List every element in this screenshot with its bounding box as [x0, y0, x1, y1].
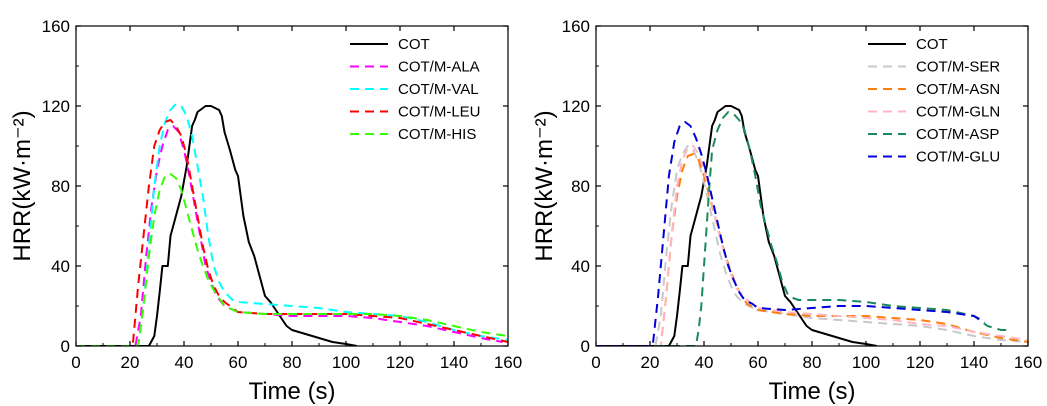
- x-axis-title: Time (s): [768, 378, 855, 405]
- x-tick-label: 40: [695, 353, 714, 372]
- legend-label: COT/M-VAL: [398, 81, 479, 98]
- series-line-cot-m-asp: [596, 111, 1010, 346]
- series-line-cot-m-glu: [596, 121, 986, 346]
- y-tick-label: 40: [51, 257, 70, 276]
- x-tick-label: 40: [175, 353, 194, 372]
- series-line-cot-m-ala: [76, 125, 503, 346]
- y-tick-label: 120: [562, 97, 590, 116]
- y-tick-label: 80: [571, 177, 590, 196]
- x-tick-label: 0: [71, 353, 80, 372]
- series-line-cot-m-asn: [596, 153, 1028, 346]
- x-tick-label: 20: [121, 353, 140, 372]
- legend: COT COT/M-ALA COT/M-VAL COT/M-LEU COT/M-HIS: [350, 36, 481, 143]
- series-line-cot-m-val: [76, 103, 508, 346]
- x-tick-label: 60: [229, 353, 248, 372]
- y-tick-label: 0: [581, 337, 590, 356]
- y-tick-label: 0: [61, 337, 70, 356]
- legend-label: COT/M-ASN: [916, 81, 1000, 98]
- y-tick-label: 160: [562, 17, 590, 36]
- x-tick-label: 160: [494, 353, 522, 372]
- legend-label: COT: [916, 36, 948, 53]
- series-line-cot: [596, 105, 877, 346]
- legend-label: COT/M-SER: [916, 59, 1000, 76]
- x-axis-title: Time (s): [248, 378, 335, 405]
- chart-panel-1: 0 20 40 60 80 100 120 140 160 0 40 80 120 160 Time (s)…: [9, 17, 522, 405]
- x-tick-label: 0: [591, 353, 600, 372]
- y-axis-title: HRR(kW·m⁻²): [9, 110, 36, 261]
- x-tick-label: 140: [440, 353, 468, 372]
- y-axis-title: HRR(kW·m⁻²): [531, 110, 558, 261]
- y-tick-label: 40: [571, 257, 590, 276]
- legend-label: COT/M-GLN: [916, 104, 1000, 121]
- legend-label: COT/M-ALA: [398, 59, 480, 76]
- x-tick-label: 80: [803, 353, 822, 372]
- legend-label: COT/M-LEU: [398, 104, 481, 121]
- series-line-cot: [76, 105, 357, 346]
- legend-label: COT/M-HIS: [398, 126, 476, 143]
- legend: COT COT/M-SER COT/M-ASN COT/M-GLN COT/M-ASP C…: [868, 36, 1000, 166]
- series-group: [596, 105, 1028, 346]
- series-line-cot-m-gln: [596, 145, 1028, 346]
- x-tick-label: 100: [332, 353, 360, 372]
- x-tick-label: 20: [641, 353, 660, 372]
- x-tick-label: 120: [906, 353, 934, 372]
- chart-panel-2: 0 20 40 60 80 100 120 140 160 0 40 80 120 160 Time (s)…: [531, 17, 1042, 405]
- x-tick-label: 60: [749, 353, 768, 372]
- x-tick-label: 160: [1014, 353, 1042, 372]
- legend-label: COT/M-GLU: [916, 149, 1000, 166]
- y-tick-label: 80: [51, 177, 70, 196]
- y-tick-label: 120: [42, 97, 70, 116]
- x-tick-label: 100: [852, 353, 880, 372]
- series-group: [76, 103, 508, 346]
- series-line-cot-m-ser: [596, 145, 1028, 346]
- x-tick-label: 140: [960, 353, 988, 372]
- x-tick-label: 80: [283, 353, 302, 372]
- legend-label: COT/M-ASP: [916, 126, 999, 143]
- series-line-cot-m-his: [76, 173, 508, 346]
- legend-label: COT: [398, 36, 430, 53]
- x-tick-label: 120: [386, 353, 414, 372]
- y-tick-label: 160: [42, 17, 70, 36]
